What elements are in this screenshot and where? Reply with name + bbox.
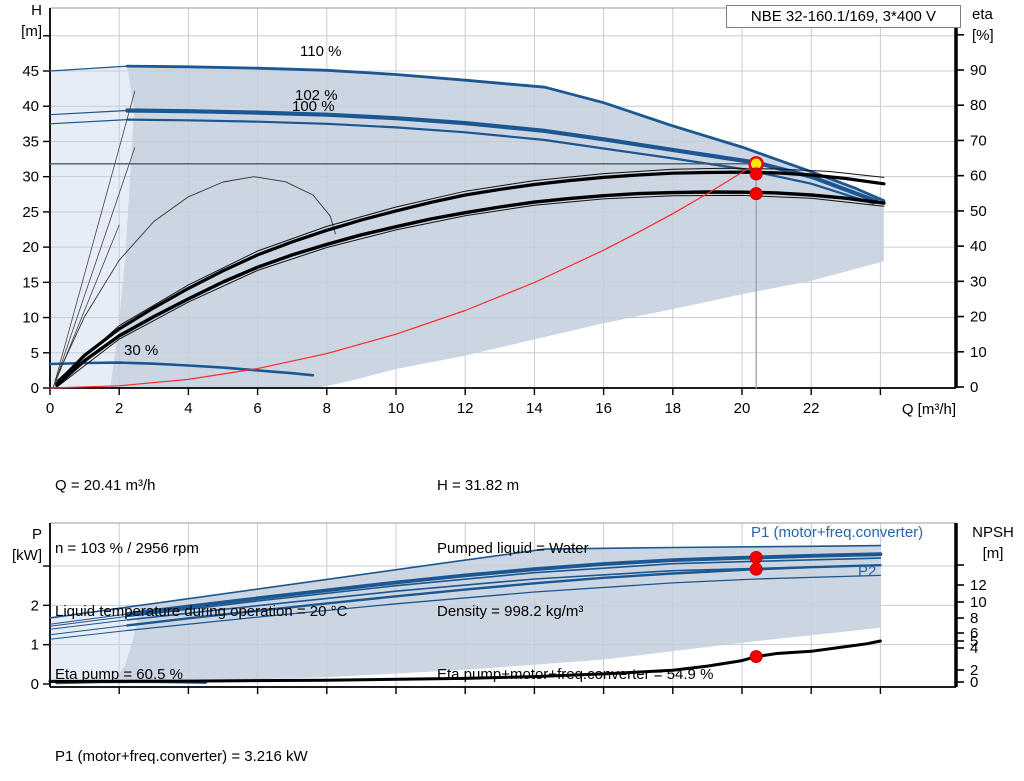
- curve-h110-thin: [49, 65, 128, 72]
- svg-text:8: 8: [970, 610, 978, 627]
- operating-data-left: Q = 20.41 m³/h n = 103 % / 2956 rpm Liqu…: [55, 433, 347, 727]
- curve-eta-total: [55, 190, 886, 387]
- eta-pump-value: Eta pump = 60.5 %: [55, 666, 183, 683]
- curve-p2-100: [126, 574, 882, 632]
- p1-curve-label: P1 (motor+freq.converter): [751, 524, 924, 541]
- region-envelope-dark: [50, 66, 884, 388]
- svg-text:6: 6: [970, 625, 978, 642]
- dot-p1-point: [749, 551, 763, 565]
- svg-text:4: 4: [970, 640, 978, 657]
- curve-eta-pump-thin: [56, 167, 885, 382]
- svg-text:35: 35: [22, 133, 39, 150]
- svg-text:4: 4: [184, 400, 192, 417]
- curve-h110: [125, 64, 886, 202]
- svg-text:60: 60: [970, 168, 987, 185]
- q-axis-label: Q [m³/h]: [901, 401, 956, 418]
- dot-npsh-point: [749, 650, 763, 664]
- p1-value: P1 (motor+freq.converter) = 3.216 kW: [55, 748, 308, 765]
- svg-text:0: 0: [31, 676, 39, 693]
- operating-data-right: H = 31.82 m Pumped liquid = Water Densit…: [437, 433, 713, 727]
- svg-text:30: 30: [22, 169, 39, 186]
- svg-text:20: 20: [734, 400, 751, 417]
- power-data: P1 (motor+freq.converter) = 3.216 kW P2 …: [55, 704, 308, 781]
- curve-p1-103-thin: [49, 613, 128, 625]
- curve-label-30: 30 %: [124, 342, 159, 359]
- density-value: Density = 998.2 kg/m³: [437, 603, 584, 620]
- curve-label-110: 110 %: [300, 43, 342, 60]
- svg-text:22: 22: [803, 400, 820, 417]
- curve-h30: [48, 361, 315, 377]
- svg-text:8: 8: [323, 400, 331, 417]
- dot-p2-point: [749, 562, 763, 576]
- svg-text:0: 0: [970, 674, 978, 691]
- svg-text:15: 15: [22, 274, 39, 291]
- svg-text:40: 40: [970, 238, 987, 255]
- curve-label-102: 102 %: [295, 87, 338, 104]
- svg-text:2: 2: [970, 662, 978, 679]
- dot-eta-total-point: [749, 187, 763, 201]
- svg-text:16: 16: [595, 400, 612, 417]
- svg-text:40: 40: [22, 98, 39, 115]
- npsh-axis-label: NPSH [m]: [972, 524, 1014, 562]
- curve-npsh-curve: [48, 639, 882, 683]
- svg-text:12: 12: [457, 400, 474, 417]
- curve-eta-fan-2: [53, 147, 136, 388]
- curve-eta-total-thin: [56, 194, 885, 388]
- svg-text:20: 20: [22, 239, 39, 256]
- region-envelope-pale: [50, 66, 135, 388]
- svg-text:5: 5: [970, 633, 978, 650]
- svg-text:30: 30: [970, 273, 987, 290]
- curve-p-env-top: [49, 544, 882, 619]
- svg-text:0: 0: [31, 380, 39, 397]
- svg-text:2: 2: [115, 400, 123, 417]
- curve-h102-thin: [49, 109, 128, 116]
- svg-text:6: 6: [253, 400, 261, 417]
- p-axis-label: P [kW]: [12, 526, 42, 564]
- n-value: n = 103 % / 2956 rpm: [55, 540, 199, 557]
- dot-eta-pump-point: [749, 167, 763, 181]
- svg-text:10: 10: [388, 400, 405, 417]
- svg-text:20: 20: [970, 309, 987, 326]
- svg-text:18: 18: [664, 400, 681, 417]
- q-value: Q = 20.41 m³/h: [55, 477, 156, 494]
- svg-text:2: 2: [31, 597, 39, 614]
- svg-text:10: 10: [22, 310, 39, 327]
- curve-p1-100-thin: [49, 619, 128, 630]
- curve-p2-103-thin: [49, 624, 128, 636]
- svg-text:25: 25: [22, 204, 39, 221]
- eta-total-value: Eta pump+motor+freq.converter = 54.9 %: [437, 666, 714, 683]
- liquid-temperature: Liquid temperature during operation = 20…: [55, 603, 348, 620]
- h-value: H = 31.82 m: [437, 477, 520, 494]
- svg-text:14: 14: [526, 400, 543, 417]
- h-axis-label: H [m]: [21, 2, 42, 40]
- curve-system-curve: [49, 163, 757, 389]
- svg-text:12: 12: [970, 577, 987, 594]
- eta-axis-label: eta [%]: [972, 6, 994, 44]
- svg-text:0: 0: [970, 379, 978, 396]
- curve-eta-arc-low-speed: [54, 176, 336, 381]
- svg-text:0: 0: [46, 400, 54, 417]
- svg-text:10: 10: [970, 344, 987, 361]
- svg-text:10: 10: [970, 594, 987, 611]
- svg-text:70: 70: [970, 132, 987, 149]
- curve-p1-102-thin: [49, 615, 128, 627]
- svg-text:45: 45: [22, 63, 39, 80]
- svg-text:1: 1: [31, 637, 39, 654]
- svg-text:90: 90: [970, 62, 987, 79]
- svg-text:80: 80: [970, 97, 987, 114]
- svg-text:50: 50: [970, 203, 987, 220]
- curve-h100-thin: [49, 119, 128, 125]
- qh-eta-chart: 0 2 4 6 8 10 12 14 16 18 20 22 0 5 10 15 20 25 30 35 40 45 0 10…: [22, 7, 987, 417]
- svg-text:5: 5: [31, 345, 39, 362]
- p2-curve-label: P2: [858, 563, 877, 580]
- pump-type-title: NBE 32-160.1/169, 3*400 V: [726, 5, 961, 28]
- curve-p2-100-thin: [49, 630, 128, 640]
- curve-label-100: 100 %: [292, 98, 335, 115]
- pumped-liquid: Pumped liquid = Water: [437, 540, 589, 557]
- curve-eta-fan-1: [53, 90, 136, 388]
